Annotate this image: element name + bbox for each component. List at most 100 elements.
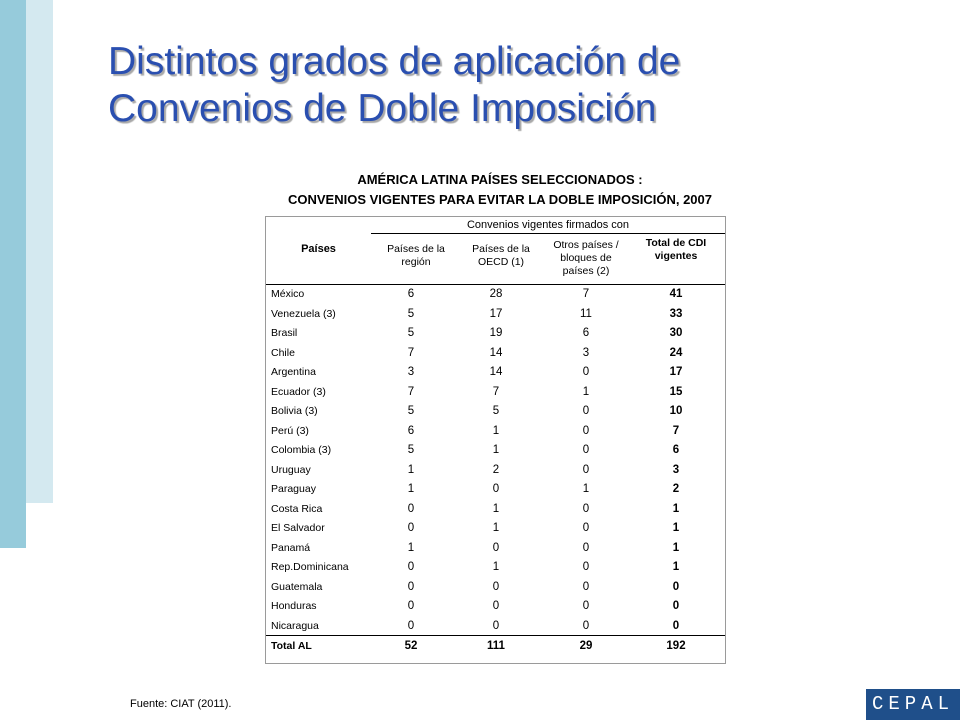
accent-bar-light [26, 0, 53, 503]
group-header-rule [371, 233, 725, 234]
table-row: Bolivia (3) 5 5 0 10 [266, 403, 725, 422]
total-cell: 1 [672, 561, 680, 573]
oecd-cell: 111 [487, 640, 505, 652]
total-cell: 0 [672, 600, 680, 612]
otros-cell: 7 [582, 288, 590, 300]
slide-title: Distintos grados de aplicación de Conven… [108, 38, 680, 132]
table-row: Nicaragua 0 0 0 0 [266, 618, 725, 637]
otros-cell: 0 [582, 561, 590, 573]
oecd-cell: 14 [489, 366, 503, 378]
cdi-table: Convenios vigentes firmados con Países P… [265, 216, 726, 664]
country-cell: Rep.Dominicana [271, 561, 349, 573]
oecd-cell: 7 [492, 385, 500, 398]
country-cell: Total AL [271, 640, 312, 652]
country-cell: Colombia (3) [271, 444, 332, 456]
region-cell: 6 [407, 424, 415, 437]
country-cell: Guatemala [271, 580, 323, 593]
region-cell: 0 [407, 522, 415, 534]
table-row: Uruguay 1 2 0 3 [266, 462, 725, 481]
table-row: Panamá 1 0 0 1 [266, 540, 725, 559]
oecd-cell: 5 [492, 405, 500, 417]
total-cell: 30 [669, 327, 683, 339]
table-total-row: Total AL 52 111 29 192 [266, 638, 725, 657]
region-cell: 1 [407, 463, 415, 476]
otros-cell: 6 [582, 327, 590, 339]
oecd-cell: 1 [492, 444, 500, 456]
oecd-cell: 19 [489, 327, 503, 339]
table-row: El Salvador 0 1 0 1 [266, 520, 725, 539]
country-cell: Uruguay [271, 463, 311, 476]
country-cell: Perú (3) [271, 424, 309, 437]
column-header-otros-line: Otros países / [553, 239, 619, 251]
oecd-cell: 0 [492, 600, 500, 612]
table-row: México 6 28 7 41 [266, 286, 725, 305]
table-row: Perú (3) 6 1 0 7 [266, 423, 725, 442]
region-cell: 5 [407, 327, 415, 339]
column-header-oecd: Países de la OECD (1) [456, 243, 546, 269]
column-header-otros: Otros países / bloques de países (2) [541, 239, 631, 278]
country-cell: Nicaragua [271, 619, 319, 632]
otros-cell: 0 [582, 444, 590, 456]
region-cell: 6 [407, 288, 415, 300]
total-cell: 3 [672, 463, 680, 476]
otros-cell: 0 [582, 424, 590, 437]
oecd-cell: 0 [492, 580, 500, 593]
column-header-otros-line: países (2) [562, 265, 610, 277]
country-cell: Brasil [271, 327, 298, 339]
otros-cell: 3 [582, 346, 590, 359]
region-cell: 0 [407, 580, 415, 593]
total-cell: 2 [672, 483, 680, 495]
table-row: Ecuador (3) 7 7 1 15 [266, 384, 725, 403]
total-cell: 1 [672, 541, 680, 554]
oecd-cell: 0 [492, 619, 500, 632]
otros-cell: 0 [582, 366, 590, 378]
oecd-cell: 28 [489, 288, 503, 300]
column-header-total-line: vigentes [654, 250, 698, 262]
source-note: Fuente: CIAT (2011). [130, 698, 232, 710]
table-row: Paraguay 1 0 1 2 [266, 481, 725, 500]
total-cell: 6 [672, 444, 680, 456]
country-cell: Chile [271, 346, 295, 359]
header-rule [266, 284, 725, 285]
country-cell: Ecuador (3) [271, 385, 326, 398]
column-header-total: Total de CDI vigentes [631, 237, 721, 263]
oecd-cell: 1 [492, 424, 500, 437]
region-cell: 3 [407, 366, 415, 378]
total-cell: 7 [672, 424, 680, 437]
region-cell: 5 [407, 307, 415, 320]
total-cell: 0 [672, 580, 680, 593]
country-cell: Costa Rica [271, 502, 323, 515]
region-cell: 7 [407, 346, 415, 359]
table-row: Honduras 0 0 0 0 [266, 598, 725, 617]
table-row: Colombia (3) 5 1 0 6 [266, 442, 725, 461]
table-title: AMÉRICA LATINA PAÍSES SELECCIONADOS : CO… [200, 170, 800, 210]
total-cell: 15 [669, 385, 683, 398]
oecd-cell: 2 [492, 463, 500, 476]
otros-cell: 0 [582, 502, 590, 515]
table-row: Brasil 5 19 6 30 [266, 325, 725, 344]
region-cell: 0 [407, 502, 415, 515]
oecd-cell: 17 [489, 307, 503, 320]
slide-title-line-2: Convenios de Doble Imposición [108, 87, 657, 130]
otros-cell: 11 [580, 307, 592, 320]
country-cell: El Salvador [271, 522, 325, 534]
region-cell: 7 [407, 385, 415, 398]
accent-bar-dark [0, 0, 26, 548]
total-cell: 192 [666, 640, 686, 652]
country-cell: Bolivia (3) [271, 405, 318, 417]
column-header-oecd-line: Países de la [472, 243, 530, 255]
otros-cell: 1 [582, 385, 590, 398]
column-header-region-line: región [401, 256, 431, 268]
otros-cell: 0 [582, 405, 590, 417]
column-header-region: Países de la región [371, 243, 461, 269]
country-header: Países [301, 243, 336, 255]
otros-cell: 0 [582, 580, 590, 593]
table-row: Argentina 3 14 0 17 [266, 364, 725, 383]
oecd-cell: 1 [492, 561, 500, 573]
table-title-line-1: AMÉRICA LATINA PAÍSES SELECCIONADOS : [357, 172, 643, 187]
region-cell: 0 [407, 600, 415, 612]
table-row: Rep.Dominicana 0 1 0 1 [266, 559, 725, 578]
total-cell: 17 [669, 366, 683, 378]
region-cell: 1 [407, 483, 415, 495]
oecd-cell: 0 [492, 483, 500, 495]
